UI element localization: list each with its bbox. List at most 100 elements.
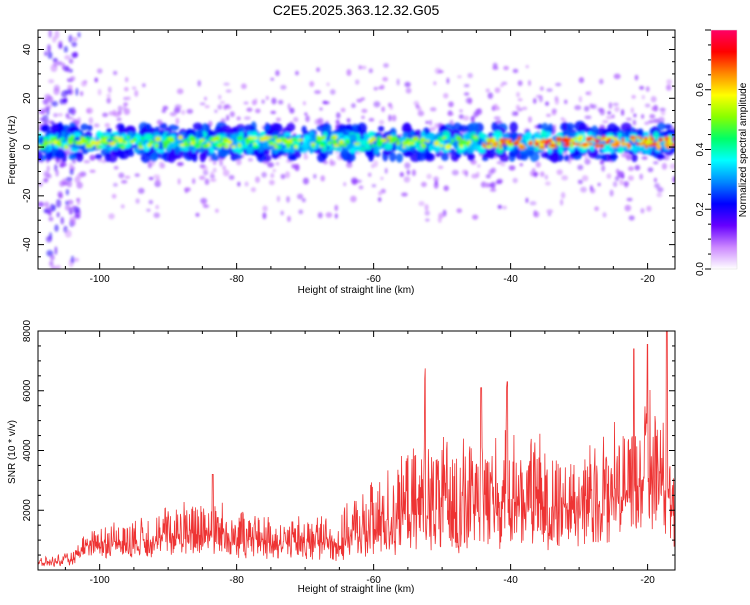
spectrogram-cell (535, 139, 541, 143)
spectrogram-speckle (319, 107, 323, 111)
spectrogram-speckle (545, 113, 552, 117)
spectrogram-cell (302, 138, 308, 145)
spectrogram-speckle (210, 178, 217, 182)
spectrogram-speckle (368, 117, 375, 122)
spectrogram-speckle (447, 112, 454, 116)
spectrogram-speckle (598, 78, 604, 85)
spectrogram-speckle (433, 81, 437, 86)
spectrogram-cell (285, 141, 290, 145)
spectrogram-speckle (525, 65, 529, 69)
spectrogram-cell (295, 150, 302, 158)
spectrogram-speckle (201, 199, 207, 206)
spectrogram-cell (373, 145, 379, 155)
spectrogram-speckle (97, 88, 102, 96)
spectrogram-speckle (69, 162, 73, 169)
spectrogram-speckle (222, 169, 230, 177)
spectrogram-cell (315, 139, 322, 144)
spectrogram-cell (49, 125, 59, 131)
spectrogram-speckle (198, 175, 206, 180)
spectrogram-speckle (544, 181, 551, 186)
spectrogram-speckle (46, 249, 54, 257)
spectrogram-speckle (272, 168, 277, 173)
spectrogram-speckle (661, 162, 668, 170)
spectrogram-peak (594, 139, 600, 143)
spectrogram-cell (668, 135, 672, 140)
spectrogram-cell (140, 152, 152, 164)
spectrogram-cell (466, 145, 475, 154)
spectrogram-speckle (280, 84, 287, 90)
spectrogram-speckle (64, 89, 72, 95)
spectrogram-cell (517, 135, 522, 141)
spectrogram-speckle (223, 82, 230, 86)
spectrogram-cell (485, 145, 493, 150)
spectrogram-cell (422, 143, 427, 149)
spectrogram-speckle (625, 117, 632, 121)
spectrogram-speckle (60, 216, 65, 225)
spectrogram-speckle (55, 264, 61, 269)
spectrogram-speckle (305, 115, 310, 123)
spectrogram-speckle (495, 180, 502, 185)
spectrogram-speckle (228, 174, 235, 180)
spectrogram-cell (412, 136, 419, 142)
spectrogram-speckle (627, 166, 635, 172)
spectrogram-speckle (424, 210, 430, 216)
spectrogram-speckle (656, 192, 663, 198)
spectrogram-speckle (197, 80, 202, 87)
spectrogram-speckle (367, 172, 372, 177)
spectrogram-speckle (368, 68, 373, 74)
spectrogram-cell (573, 142, 581, 146)
spectrogram-cell (635, 136, 642, 139)
spectrogram-cell (653, 131, 660, 140)
spectrogram-cell (643, 131, 650, 139)
spectrogram-speckle (236, 116, 241, 121)
spectrogram-cell (193, 143, 200, 148)
spectrogram-speckle (222, 165, 227, 171)
spectrogram-speckle (53, 112, 58, 118)
spectrogram-speckle (502, 205, 507, 210)
spectrogram-peak (616, 144, 620, 147)
spectrogram-speckle (43, 106, 50, 112)
spectrogram-speckle (403, 176, 411, 183)
spectrogram-y-tick-label: 20 (22, 92, 33, 104)
spectrogram-speckle (384, 167, 388, 174)
spectrogram-speckle (74, 208, 81, 218)
spectrogram-cell (262, 141, 271, 149)
spectrogram-speckle (68, 34, 73, 43)
spectrogram-cell (473, 137, 480, 142)
spectrogram-cell (190, 141, 195, 145)
spectrogram-cell (541, 122, 549, 132)
spectrogram-cell (389, 151, 397, 162)
spectrogram-speckle (284, 171, 291, 179)
spectrogram-cell (439, 143, 444, 148)
spectrogram-cell (338, 139, 345, 145)
spectrogram-speckle (76, 197, 81, 206)
spectrogram-speckle (377, 197, 382, 202)
spectrogram-speckle (176, 88, 184, 95)
spectrogram-cell (539, 140, 547, 144)
spectrogram-speckle (42, 98, 49, 105)
spectrogram-cell (378, 125, 385, 132)
spectrogram-cell (48, 140, 53, 145)
spectrogram-speckle (417, 110, 425, 117)
spectrogram-cell (79, 136, 85, 140)
spectrogram-cell (419, 137, 426, 143)
spectrogram-y-label: Frequency (Hz) (7, 116, 18, 185)
spectrogram-cell (561, 123, 568, 131)
spectrogram-speckle (350, 177, 358, 184)
snr-x-tick-label: -100 (90, 575, 110, 586)
spectrogram-speckle (494, 87, 501, 94)
spectrogram-cell (122, 138, 126, 143)
spectrogram-speckle (379, 84, 385, 90)
spectrogram-speckle (556, 169, 563, 176)
spectrogram-speckle (51, 100, 59, 107)
spectrogram-speckle (492, 104, 499, 111)
spectrogram-speckle (294, 164, 300, 172)
spectrogram-cell (274, 143, 278, 149)
spectrogram-cell (200, 138, 205, 142)
spectrogram-speckle (106, 94, 111, 98)
spectrogram-speckle (116, 117, 122, 122)
spectrogram-cell (204, 138, 209, 143)
snr-x-tick-label: -80 (229, 575, 244, 586)
spectrogram-cell (491, 137, 496, 143)
